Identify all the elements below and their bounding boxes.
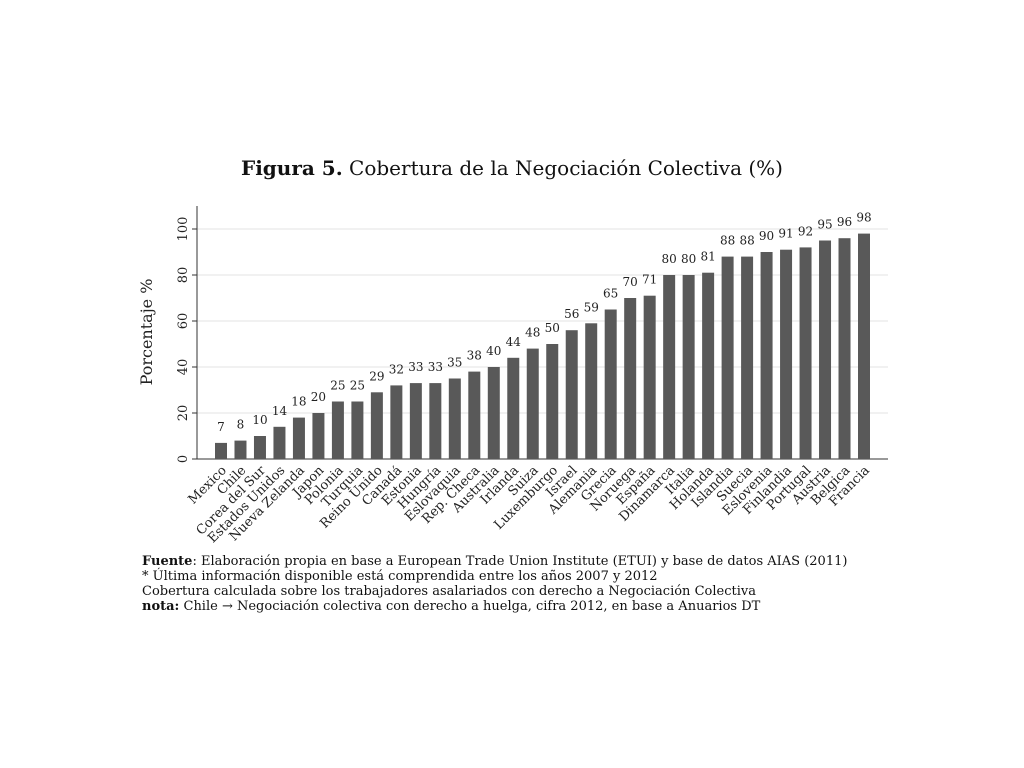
bar	[448, 378, 461, 459]
data-label: 88	[739, 234, 754, 248]
data-label: 95	[817, 218, 832, 232]
data-label: 33	[428, 360, 443, 374]
data-label: 80	[681, 252, 696, 266]
data-label: 48	[525, 326, 540, 340]
data-label: 14	[272, 404, 288, 418]
coverage-note: Cobertura calculada sobre los trabajador…	[142, 584, 756, 599]
nota-label: nota:	[142, 599, 180, 614]
source-label: Fuente	[142, 554, 193, 569]
bar	[507, 357, 520, 459]
bars	[215, 233, 870, 459]
bar	[799, 247, 812, 459]
data-label: 38	[467, 349, 482, 363]
chart-title-text: Cobertura de la Negociación Colectiva (%…	[349, 156, 783, 180]
source-note: Fuente: Elaboración propia en base a Eur…	[142, 554, 847, 569]
data-label: 65	[603, 287, 618, 301]
data-label: 35	[447, 356, 462, 370]
y-tick-label: 20	[176, 405, 191, 422]
data-label: 80	[662, 252, 677, 266]
bar	[429, 383, 442, 459]
data-label: 98	[856, 211, 871, 225]
bar	[331, 401, 344, 459]
bar	[370, 392, 383, 459]
bar	[215, 442, 227, 459]
data-label: 10	[252, 413, 267, 427]
bar	[292, 417, 305, 459]
data-label: 88	[720, 234, 735, 248]
bar	[487, 367, 500, 459]
data-label: 7	[217, 420, 225, 434]
chart-title: Figura 5. Cobertura de la Negociación Co…	[0, 156, 1024, 180]
bar	[682, 275, 695, 459]
bar	[741, 256, 754, 459]
bar	[468, 371, 481, 459]
data-label: 96	[837, 215, 852, 229]
bar	[253, 436, 266, 459]
nota-text: Chile → Negociación colectiva con derech…	[179, 599, 761, 614]
data-label: 56	[564, 307, 579, 321]
bar	[526, 348, 539, 459]
data-label: 29	[369, 369, 384, 383]
bar	[351, 401, 364, 459]
data-label: 8	[237, 418, 245, 432]
data-label: 59	[584, 300, 599, 314]
data-label: 44	[506, 335, 522, 349]
y-axis-label: Porcentaje %	[137, 279, 156, 386]
chart-notes: Fuente: Elaboración propia en base a Eur…	[142, 554, 847, 614]
bar	[409, 383, 422, 459]
data-label: 90	[759, 229, 774, 243]
bar	[624, 298, 637, 459]
y-tick-label: 80	[176, 267, 191, 284]
source-text: : Elaboración propia en base a European …	[192, 554, 848, 569]
bar	[585, 323, 598, 459]
data-label: 25	[350, 379, 365, 393]
bar	[565, 330, 578, 459]
data-label: 91	[778, 227, 793, 241]
data-label: 33	[408, 360, 423, 374]
bar	[858, 233, 870, 459]
grid-lines	[197, 228, 888, 414]
data-label: 32	[389, 362, 404, 376]
y-tick-labels: 0 20 40 60 80 100	[176, 217, 191, 464]
data-label: 70	[623, 275, 638, 289]
data-label: 71	[642, 273, 657, 287]
bar	[663, 275, 676, 459]
bar	[838, 238, 851, 459]
y-tick-label: 40	[176, 359, 191, 376]
bar	[312, 413, 325, 459]
bar	[604, 309, 617, 459]
bar	[819, 240, 832, 459]
data-label: 20	[311, 390, 326, 404]
bar	[546, 344, 559, 459]
data-label: 40	[486, 344, 501, 358]
bar	[780, 249, 793, 459]
bar	[234, 440, 247, 459]
data-label: 50	[545, 321, 560, 335]
y-tick-label: 0	[176, 455, 191, 463]
y-tick-label: 60	[176, 313, 191, 330]
y-tick-label: 100	[176, 217, 191, 242]
bar	[721, 256, 734, 459]
data-label: 25	[330, 379, 345, 393]
period-note: * Última información disponible está com…	[142, 569, 658, 584]
data-label: 92	[798, 224, 813, 238]
bar	[702, 272, 715, 459]
data-label: 18	[291, 395, 306, 409]
bar	[273, 426, 286, 459]
chart-title-label: Figura 5.	[241, 156, 343, 180]
bar	[390, 385, 403, 459]
axes	[192, 206, 888, 460]
chile-note: nota: Chile → Negociación colectiva con …	[142, 599, 847, 614]
data-label: 81	[700, 250, 715, 264]
bar	[643, 295, 656, 459]
bar	[760, 252, 773, 459]
